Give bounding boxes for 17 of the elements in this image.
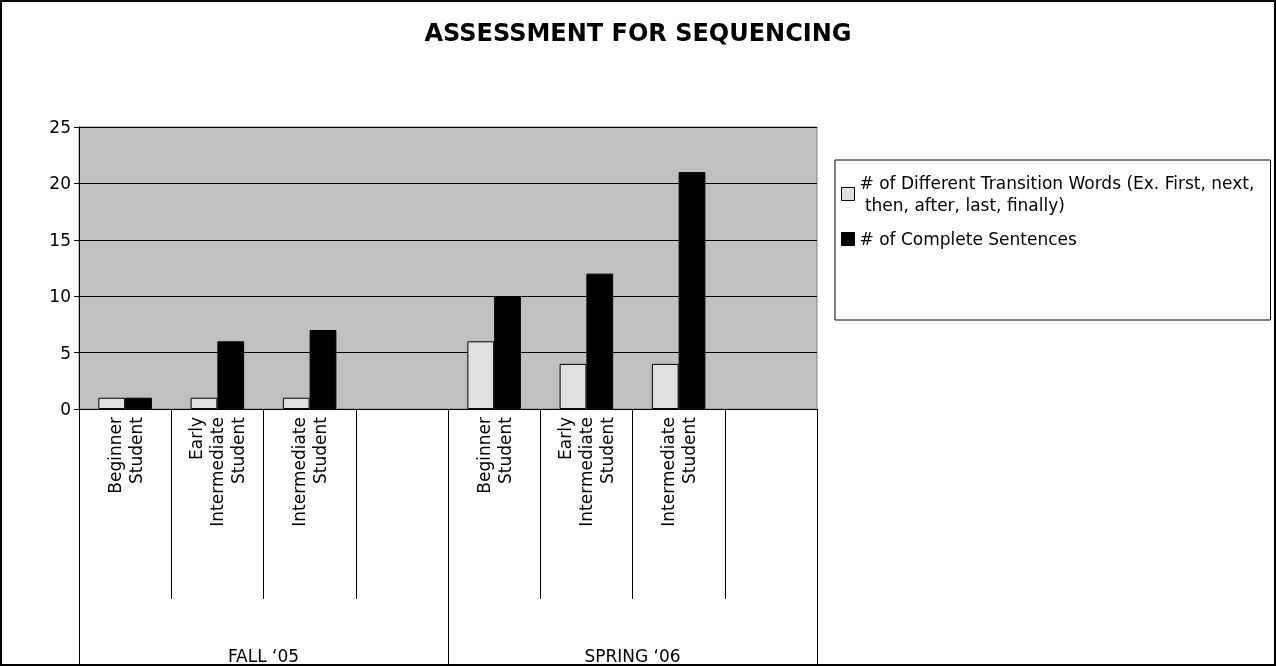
x-tick-label: Early Intermediate Student [555, 416, 618, 527]
legend-label: # of Complete Sentences [859, 229, 1077, 249]
y-tick-label: 0 [60, 399, 71, 419]
x-tick-label: Intermediate Student [289, 416, 331, 527]
text: FALL ‘05 [227, 645, 300, 666]
y-tick-label: 25 [49, 117, 71, 137]
y-tick-label: 20 [49, 173, 71, 194]
y-tick-label: 5 [60, 342, 71, 363]
y-tick-label: 10 [49, 286, 71, 307]
y-tick-label: 15 [49, 229, 71, 250]
chart-title: ASSESSMENT FOR SEQUENCING [424, 19, 852, 47]
x-tick-label: Early Intermediate Student [186, 416, 249, 527]
x-tick-label: Beginner Student [473, 416, 515, 494]
x-tick-label: Intermediate Student [658, 416, 700, 527]
legend-label: # of Different Transition Words (Ex. First, next, then, after, last, finally) [859, 173, 1255, 215]
x-tick-label: Beginner Student [104, 416, 146, 494]
text: SPRING ‘06 [584, 645, 681, 666]
